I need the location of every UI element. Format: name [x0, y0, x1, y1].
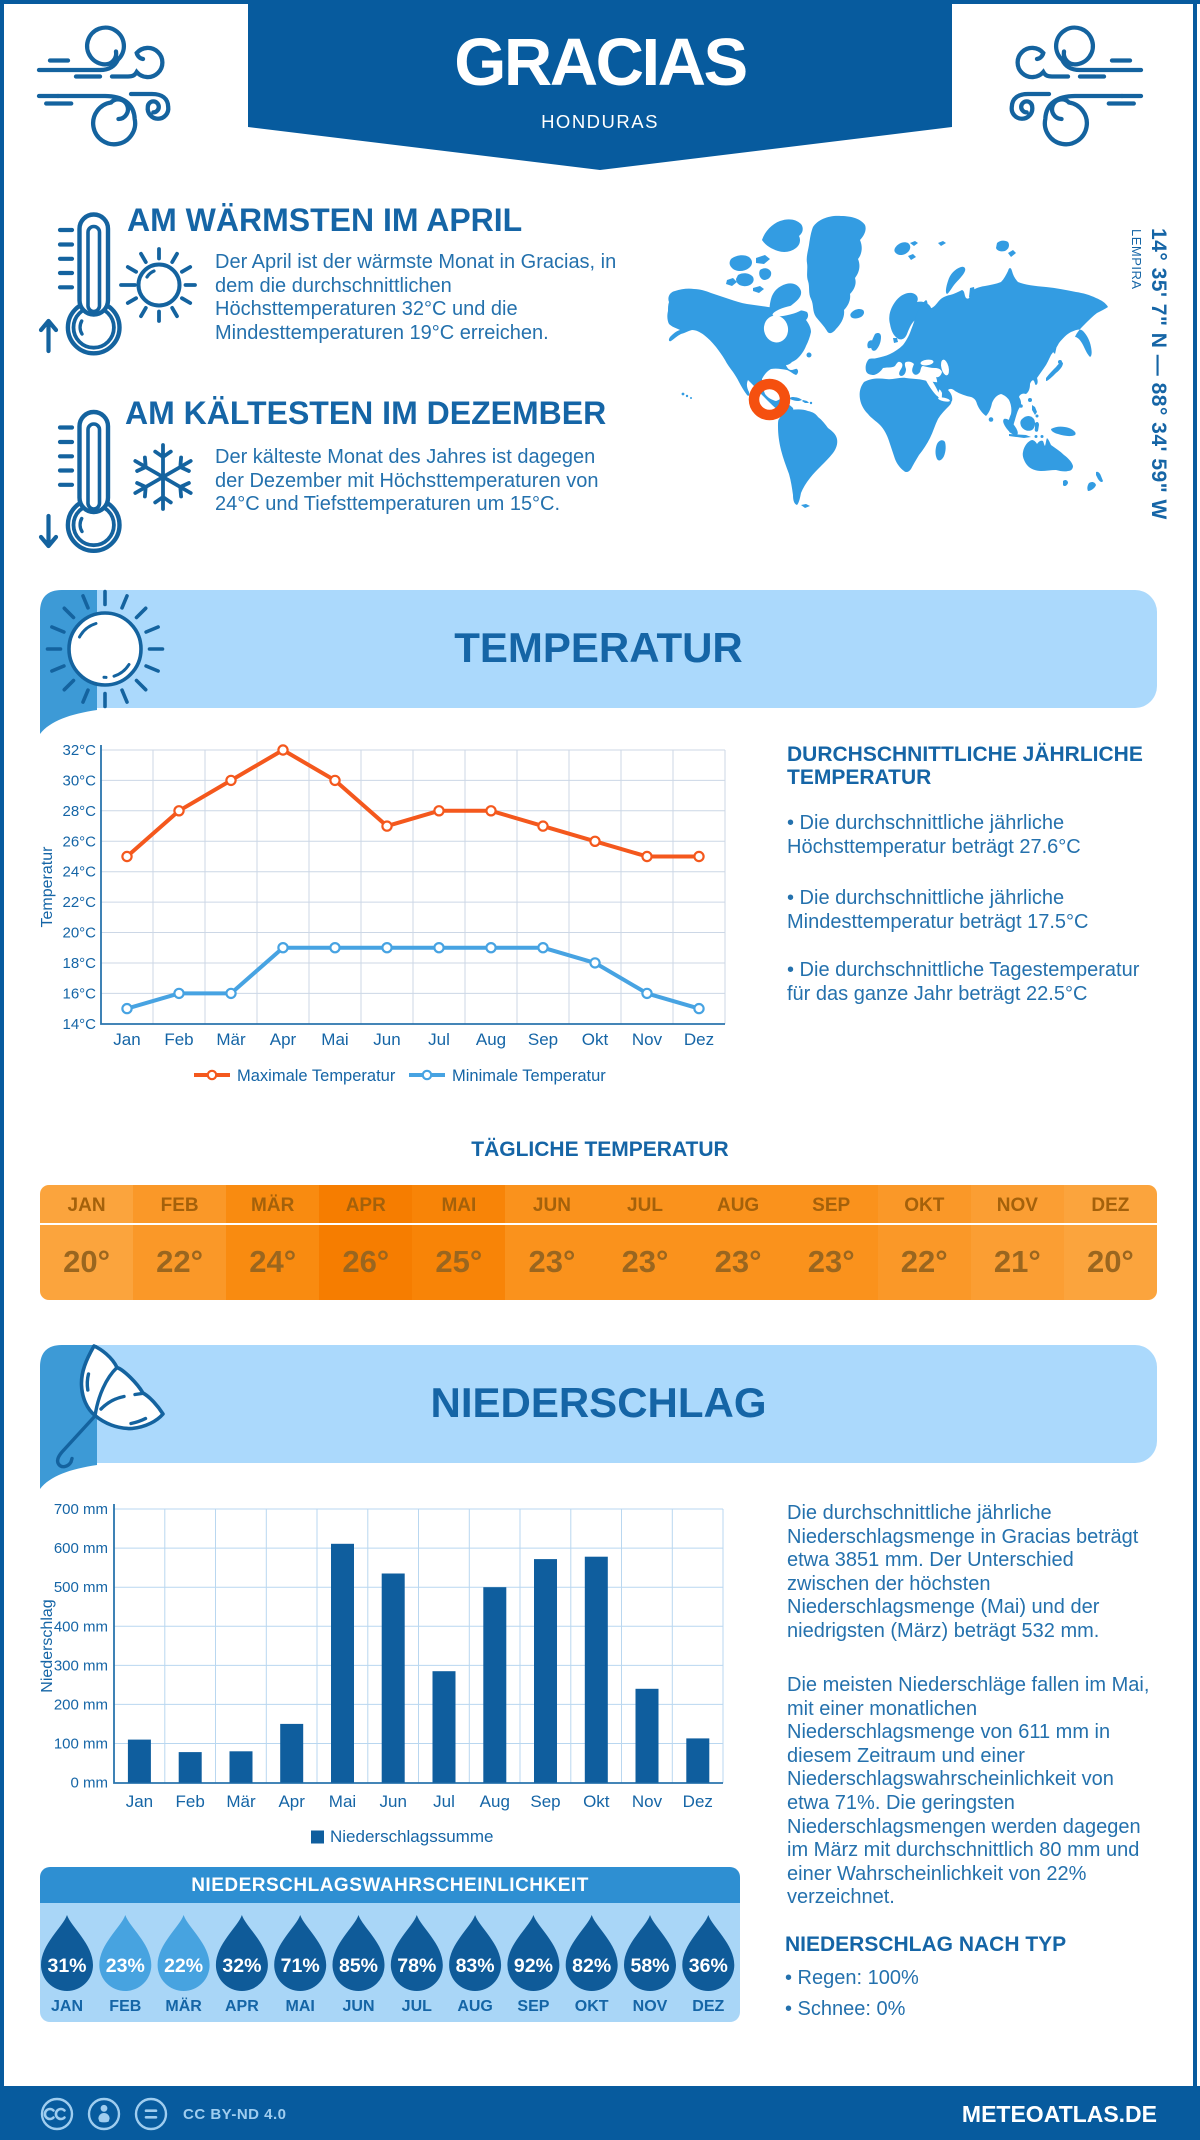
svg-text:MÄR: MÄR [165, 1997, 202, 2015]
svg-text:100 mm: 100 mm [54, 1736, 108, 1753]
svg-text:700 mm: 700 mm [54, 1501, 108, 1518]
svg-text:32°C: 32°C [62, 742, 96, 759]
svg-text:22°C: 22°C [62, 894, 96, 911]
svg-text:JUN: JUN [342, 1998, 374, 2015]
svg-text:Aug: Aug [480, 1792, 510, 1811]
svg-text:Jun: Jun [379, 1792, 406, 1811]
svg-text:Maximale Temperatur: Maximale Temperatur [237, 1067, 396, 1085]
svg-text:20°C: 20°C [62, 925, 96, 942]
svg-text:14°C: 14°C [62, 1016, 96, 1033]
svg-text:Apr: Apr [270, 1030, 297, 1049]
svg-text:Feb: Feb [164, 1030, 193, 1049]
svg-text:23%: 23% [106, 1955, 145, 1977]
svg-text:Nov: Nov [632, 1030, 663, 1049]
svg-text:300 mm: 300 mm [54, 1657, 108, 1674]
svg-text:Mär: Mär [226, 1792, 256, 1811]
svg-text:30°C: 30°C [62, 772, 96, 789]
svg-text:31%: 31% [47, 1955, 86, 1977]
svg-text:58%: 58% [630, 1955, 669, 1977]
svg-text:Mär: Mär [216, 1030, 246, 1049]
svg-text:OKT: OKT [575, 1998, 609, 2015]
svg-text:0 mm: 0 mm [71, 1775, 109, 1792]
svg-text:500 mm: 500 mm [54, 1579, 108, 1596]
svg-text:92%: 92% [514, 1955, 553, 1977]
svg-text:FEB: FEB [109, 1998, 141, 2015]
svg-text:Nov: Nov [632, 1792, 663, 1811]
svg-text:Dez: Dez [683, 1792, 713, 1811]
svg-text:78%: 78% [397, 1955, 436, 1977]
svg-text:71%: 71% [281, 1955, 320, 1977]
svg-text:24°C: 24°C [62, 864, 96, 881]
svg-text:APR: APR [225, 1998, 259, 2015]
svg-text:Jul: Jul [428, 1030, 450, 1049]
svg-text:28°C: 28°C [62, 803, 96, 820]
svg-text:MAI: MAI [286, 1998, 315, 2015]
svg-text:Niederschlag: Niederschlag [40, 1599, 56, 1692]
svg-text:Okt: Okt [582, 1030, 609, 1049]
svg-text:SEP: SEP [517, 1998, 549, 2015]
svg-text:Mai: Mai [329, 1792, 356, 1811]
svg-text:Jan: Jan [113, 1030, 140, 1049]
svg-text:Sep: Sep [530, 1792, 560, 1811]
svg-text:Mai: Mai [321, 1030, 348, 1049]
svg-text:Temperatur: Temperatur [40, 846, 56, 928]
svg-text:18°C: 18°C [62, 955, 96, 972]
svg-text:Minimale Temperatur: Minimale Temperatur [452, 1067, 606, 1085]
svg-text:DEZ: DEZ [692, 1998, 724, 2015]
svg-text:82%: 82% [572, 1955, 611, 1977]
svg-text:26°C: 26°C [62, 833, 96, 850]
svg-text:Okt: Okt [583, 1792, 610, 1811]
svg-text:85%: 85% [339, 1955, 378, 1977]
svg-text:Niederschlagssumme: Niederschlagssumme [330, 1827, 493, 1846]
svg-text:NOV: NOV [633, 1998, 668, 2015]
svg-text:Aug: Aug [476, 1030, 506, 1049]
svg-text:AUG: AUG [457, 1998, 493, 2015]
svg-text:36%: 36% [689, 1955, 728, 1977]
svg-text:Apr: Apr [278, 1792, 305, 1811]
svg-text:Feb: Feb [176, 1792, 205, 1811]
svg-text:400 mm: 400 mm [54, 1618, 108, 1635]
svg-text:JUL: JUL [402, 1998, 432, 2015]
svg-text:Dez: Dez [684, 1030, 714, 1049]
svg-text:200 mm: 200 mm [54, 1696, 108, 1713]
svg-text:16°C: 16°C [62, 985, 96, 1002]
svg-text:83%: 83% [456, 1955, 495, 1977]
svg-text:Jun: Jun [373, 1030, 400, 1049]
svg-text:600 mm: 600 mm [54, 1540, 108, 1557]
svg-text:Jan: Jan [126, 1792, 153, 1811]
svg-text:JAN: JAN [51, 1998, 83, 2015]
svg-text:22%: 22% [164, 1955, 203, 1977]
svg-text:32%: 32% [222, 1955, 261, 1977]
svg-text:Sep: Sep [528, 1030, 558, 1049]
svg-text:Jul: Jul [433, 1792, 455, 1811]
